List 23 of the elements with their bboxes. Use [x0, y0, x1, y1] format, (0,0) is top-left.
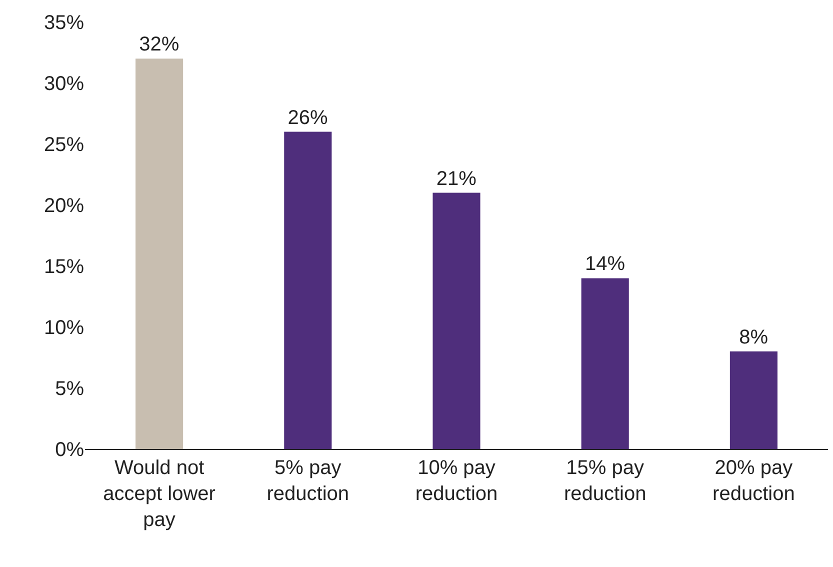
data-label: 14% [584, 253, 626, 276]
bar [730, 351, 778, 449]
x-tick-label: 20% pay reduction [712, 457, 795, 505]
data-label: 32% [139, 34, 180, 56]
bar [136, 58, 184, 449]
y-tick-label: 35% [44, 12, 84, 34]
x-tick-label: 15% pay reduction [564, 457, 646, 505]
x-tick-label: 5% pay reduction [266, 457, 350, 505]
y-tick-label: 15% [44, 256, 84, 278]
x-tick-label: 10% pay reduction [415, 457, 498, 505]
x-tick-label: Would not accept lower pay [103, 457, 216, 531]
bar [432, 192, 480, 449]
y-tick-label: 20% [44, 195, 84, 217]
y-tick-label: 30% [44, 73, 84, 95]
y-tick-label: 10% [44, 317, 84, 339]
y-tick-label: 0% [55, 439, 84, 461]
data-label: 8% [739, 326, 768, 348]
y-tick-label: 5% [55, 378, 84, 400]
bar [581, 278, 629, 449]
bar [284, 132, 332, 449]
data-label: 26% [288, 106, 328, 129]
data-label: 21% [436, 168, 477, 190]
y-tick-label: 25% [44, 134, 84, 156]
